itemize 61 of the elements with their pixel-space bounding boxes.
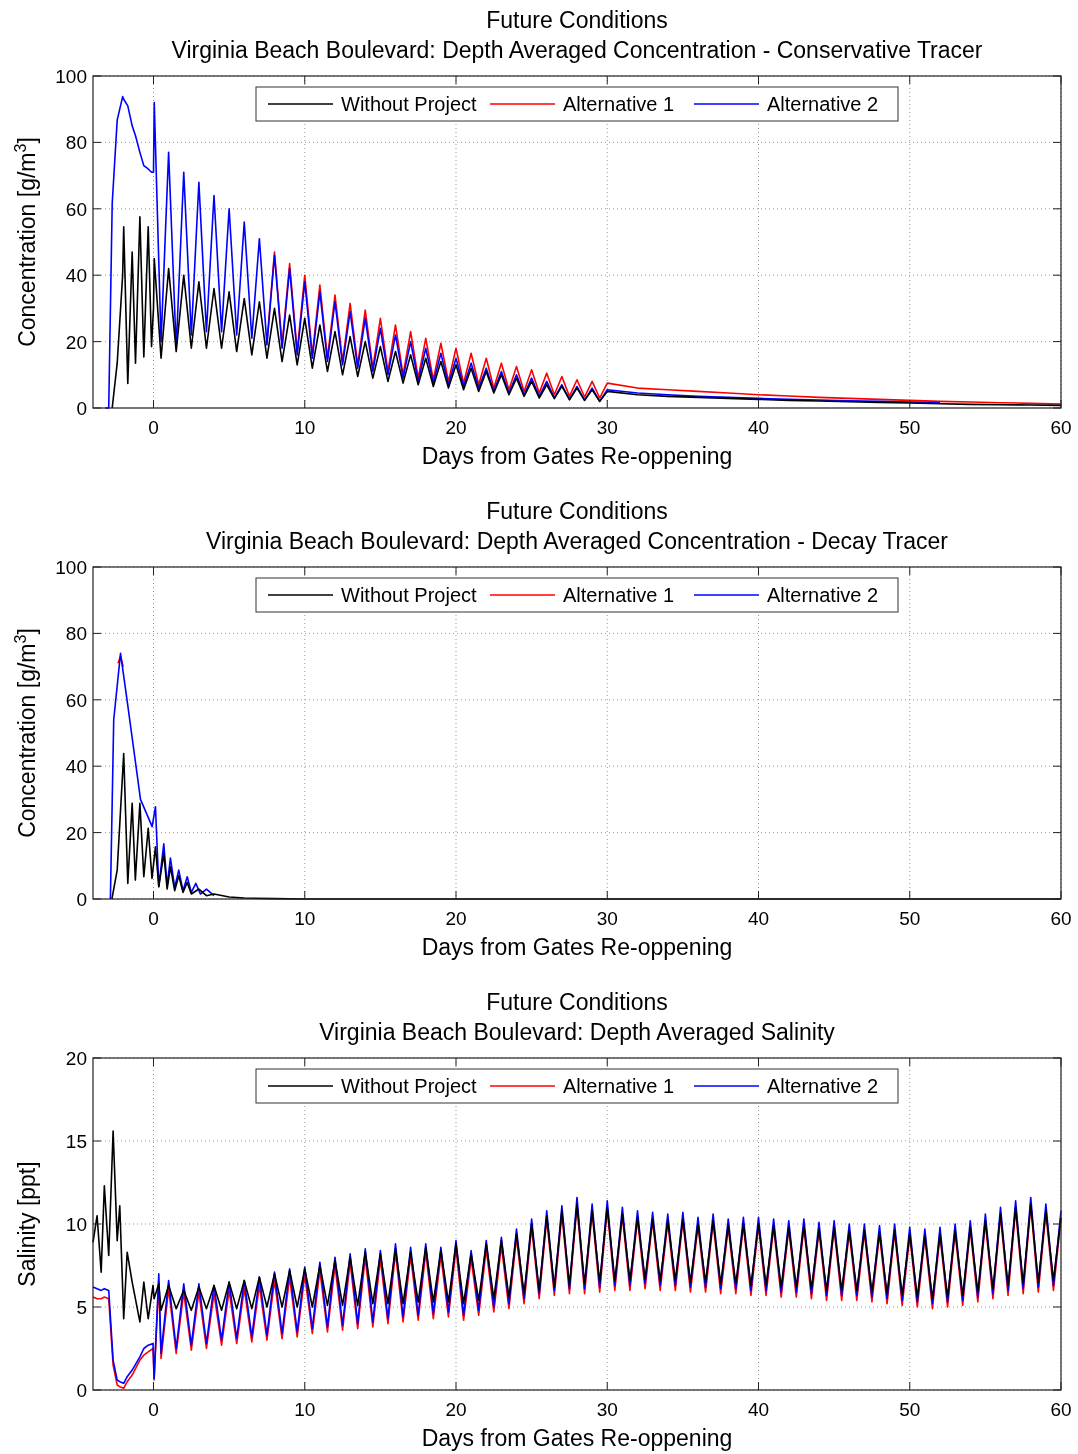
- x-tick-label: 60: [1050, 1399, 1072, 1420]
- y-tick-label: 40: [65, 265, 87, 287]
- x-tick-label: 20: [445, 908, 467, 929]
- y-tick-label: 0: [76, 1380, 87, 1401]
- y-tick-label: 5: [76, 1297, 87, 1318]
- x-tick-label: 40: [747, 417, 770, 438]
- x-tick-label: 30: [596, 417, 618, 438]
- chart-title: Future Conditions: [486, 989, 668, 1015]
- line-series: [266, 251, 1062, 405]
- x-tick-label: 40: [747, 1399, 770, 1420]
- chart-title: Future Conditions: [486, 7, 668, 33]
- chart-subtitle: Virginia Beach Boulevard: Depth Averaged Concentration - Conservative Tracer: [171, 37, 983, 63]
- x-tick-label: 50: [899, 1399, 921, 1420]
- legend-label: Alternative 1: [563, 584, 675, 606]
- chart-subtitle: Virginia Beach Boulevard: Depth Averaged Salinity: [319, 1019, 836, 1045]
- y-tick-label: 10: [65, 1214, 87, 1235]
- legend-label: Without Project: [341, 1075, 478, 1097]
- y-tick-label: 100: [55, 557, 87, 578]
- x-tick-label: 30: [596, 1399, 618, 1420]
- y-tick-label: 20: [65, 822, 87, 844]
- x-axis-title: Days from Gates Re-oppening: [421, 1425, 733, 1451]
- legend-label: Without Project: [341, 93, 478, 115]
- legend-label: Alternative 1: [563, 1075, 675, 1097]
- x-tick-label: 40: [747, 908, 770, 929]
- legend-label: Alternative 2: [767, 1075, 879, 1097]
- x-tick-label: 0: [148, 1399, 159, 1420]
- x-tick-label: 50: [899, 417, 921, 438]
- chart-subtitle: Virginia Beach Boulevard: Depth Averaged Concentration - Decay Tracer: [206, 528, 949, 554]
- y-tick-label: 0: [76, 889, 87, 910]
- x-tick-label: 10: [294, 908, 316, 929]
- y-tick-label: 100: [55, 66, 87, 87]
- x-axis-title: Days from Gates Re-oppening: [421, 934, 733, 960]
- y-tick-label: 0: [76, 398, 87, 419]
- x-tick-label: 30: [596, 908, 618, 929]
- y-tick-label: 60: [65, 689, 87, 711]
- y-tick-label: 80: [65, 132, 87, 154]
- x-tick-label: 10: [294, 1399, 316, 1420]
- x-tick-label: 60: [1050, 908, 1072, 929]
- y-tick-label: 20: [65, 1048, 87, 1069]
- x-tick-label: 0: [148, 417, 159, 438]
- legend-label: Alternative 2: [767, 93, 879, 115]
- line-series: [109, 652, 215, 900]
- y-tick-label: 60: [65, 198, 87, 220]
- y-tick-label: 40: [65, 756, 87, 778]
- y-axis-title: Salinity [ppt]: [14, 1161, 40, 1287]
- y-tick-label: 20: [65, 331, 87, 353]
- legend-label: Without Project: [341, 584, 478, 606]
- x-axis-title: Days from Gates Re-oppening: [421, 443, 733, 469]
- x-tick-label: 0: [148, 908, 159, 929]
- legend-label: Alternative 1: [563, 93, 675, 115]
- chart-title: Future Conditions: [486, 498, 668, 524]
- x-tick-label: 10: [294, 417, 316, 438]
- y-tick-label: 15: [65, 1131, 87, 1152]
- y-tick-label: 80: [65, 623, 87, 645]
- line-series: [111, 215, 1062, 409]
- x-tick-label: 60: [1050, 417, 1072, 438]
- x-tick-label: 20: [445, 417, 467, 438]
- legend-label: Alternative 2: [767, 584, 879, 606]
- x-tick-label: 20: [445, 1399, 467, 1420]
- x-tick-label: 50: [899, 908, 921, 929]
- line-series: [92, 1130, 1062, 1323]
